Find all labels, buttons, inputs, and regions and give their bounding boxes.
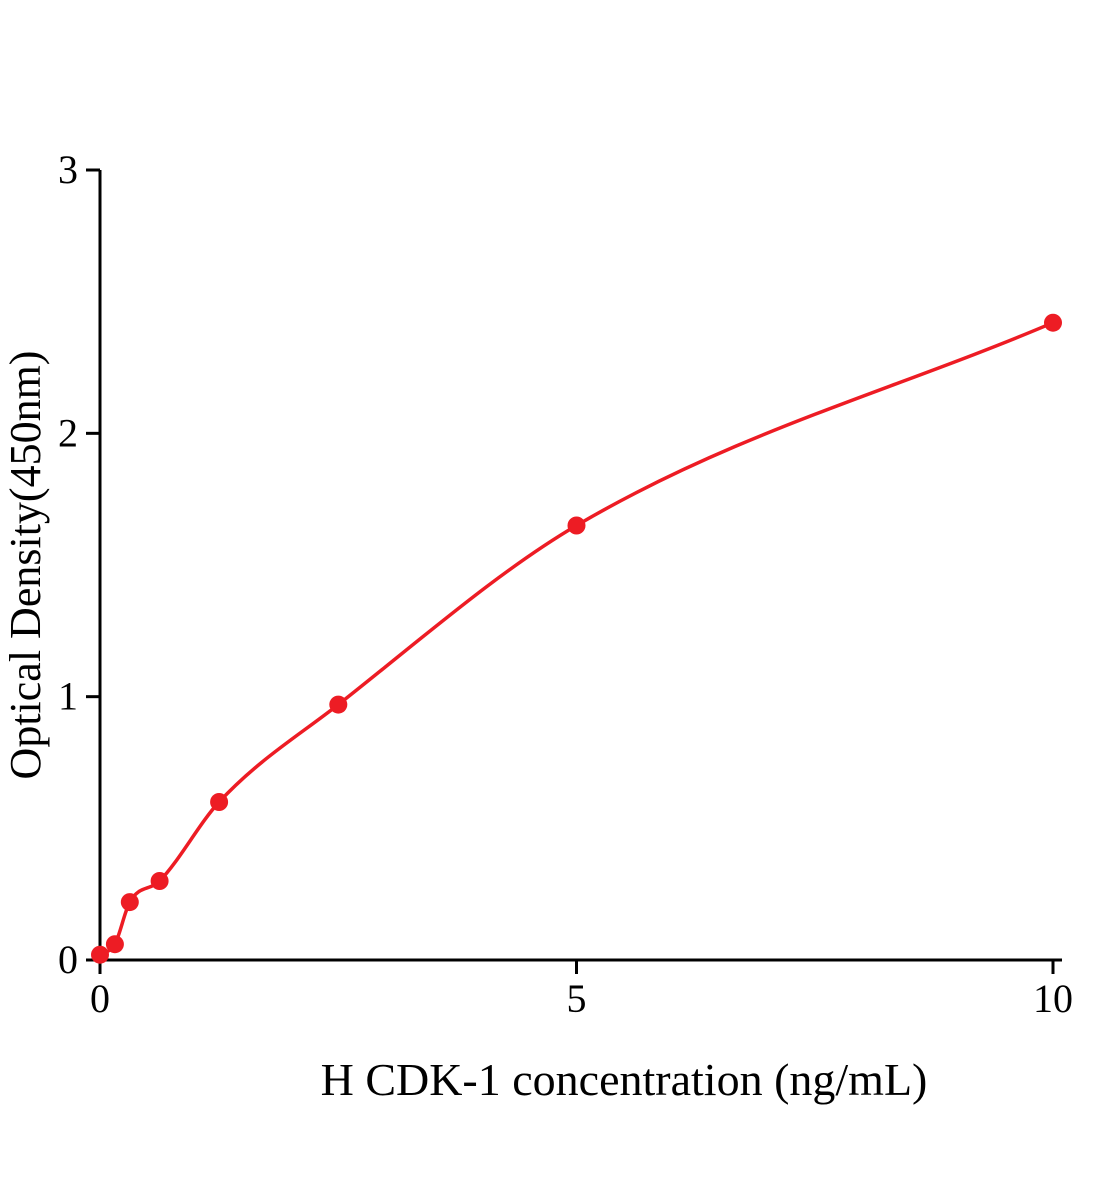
x-tick-label: 0 — [90, 976, 110, 1021]
y-tick-label: 1 — [58, 674, 78, 719]
data-point — [210, 793, 229, 811]
fit-curve — [98, 320, 1055, 957]
x-tick-label: 5 — [567, 976, 587, 1021]
data-point — [329, 695, 348, 714]
x-tick-label: 10 — [1033, 976, 1073, 1021]
data-point — [105, 935, 124, 954]
axes-lines — [98, 170, 1062, 962]
data-point — [1044, 313, 1062, 332]
y-tick-label: 0 — [58, 937, 78, 982]
y-tick-label: 2 — [58, 410, 78, 455]
data-point — [91, 945, 109, 964]
y-axis-label: Optical Density(450nm) — [1, 351, 50, 780]
plot-layer: 0 1 2 3 0 5 10 — [58, 147, 1073, 1021]
y-tick-label: 3 — [58, 147, 78, 192]
data-point — [120, 893, 139, 912]
x-axis-label: H CDK-1 concentration (ng/mL) — [321, 1054, 928, 1105]
data-point — [150, 872, 169, 890]
data-point — [567, 516, 586, 535]
